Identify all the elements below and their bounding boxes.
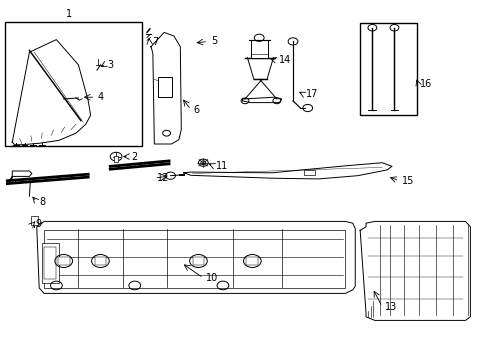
- Text: 5: 5: [211, 36, 217, 46]
- Bar: [44, 247, 56, 279]
- Text: 12: 12: [157, 173, 169, 183]
- Bar: [95, 257, 106, 265]
- Bar: [114, 156, 118, 162]
- Polygon shape: [360, 221, 470, 320]
- Text: 4: 4: [98, 92, 104, 102]
- Text: 10: 10: [206, 273, 218, 283]
- Text: 15: 15: [402, 176, 414, 186]
- Text: 13: 13: [385, 302, 397, 312]
- Text: 14: 14: [279, 55, 292, 66]
- Bar: [360, 23, 416, 115]
- Bar: [193, 257, 204, 265]
- Bar: [44, 230, 345, 288]
- Text: 8: 8: [39, 197, 45, 207]
- Text: 16: 16: [420, 78, 433, 89]
- Bar: [304, 170, 315, 175]
- Text: 6: 6: [194, 105, 200, 115]
- Text: 1: 1: [66, 9, 73, 19]
- Text: 3: 3: [107, 60, 113, 70]
- Polygon shape: [37, 221, 355, 293]
- Bar: [31, 216, 38, 225]
- Bar: [251, 40, 268, 58]
- Polygon shape: [151, 32, 181, 144]
- Polygon shape: [184, 163, 392, 179]
- Text: 9: 9: [35, 219, 41, 229]
- Bar: [158, 77, 172, 97]
- Bar: [246, 257, 258, 265]
- Text: 11: 11: [216, 161, 228, 171]
- Bar: [58, 257, 70, 265]
- Bar: [5, 22, 142, 146]
- Bar: [42, 243, 59, 283]
- Text: 17: 17: [306, 89, 318, 99]
- Polygon shape: [10, 171, 32, 180]
- Text: 7: 7: [152, 37, 158, 48]
- Text: 2: 2: [131, 152, 138, 162]
